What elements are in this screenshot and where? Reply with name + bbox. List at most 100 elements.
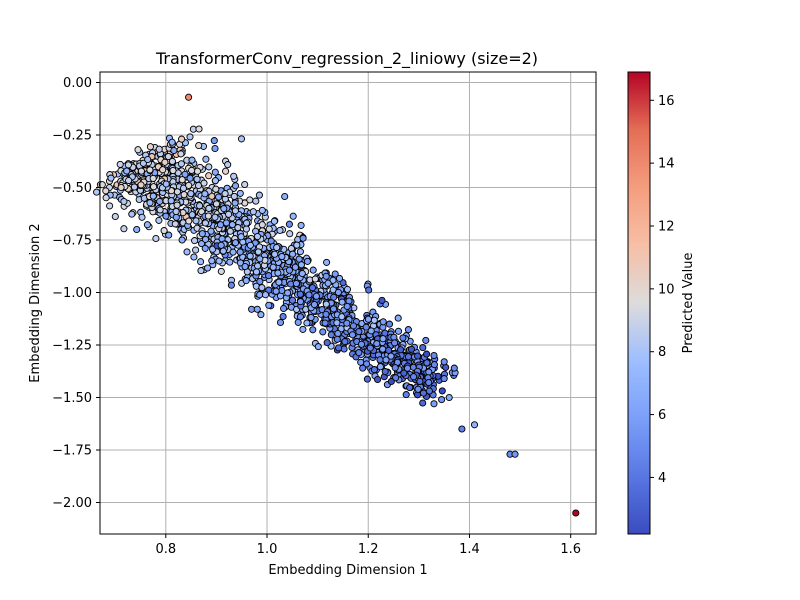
- colorbar-tick-label: 8: [658, 345, 666, 360]
- scatter-point: [188, 211, 196, 219]
- scatter-point: [107, 174, 115, 182]
- scatter-point: [168, 157, 176, 165]
- scatter-point: [310, 300, 318, 309]
- scatter-point: [299, 325, 307, 333]
- scatter-point: [167, 197, 175, 205]
- scatter-point: [215, 257, 223, 265]
- scatter-point: [258, 284, 266, 292]
- scatter-point: [425, 368, 433, 376]
- scatter-point: [193, 175, 201, 183]
- scatter-point: [407, 345, 415, 353]
- scatter-point: [394, 327, 403, 335]
- scatter-point: [204, 212, 212, 220]
- scatter-point: [123, 167, 131, 175]
- scatter-point: [254, 262, 262, 270]
- scatter-point: [272, 287, 280, 295]
- scatter-point: [276, 318, 285, 327]
- scatter-point: [308, 284, 317, 292]
- scatter-point: [379, 335, 387, 343]
- scatter-point: [399, 334, 407, 342]
- colorbar-tick-label: 16: [658, 94, 675, 109]
- x-axis-label: Embedding Dimension 1: [268, 563, 427, 578]
- scatter-point: [106, 202, 114, 210]
- scatter-point: [111, 212, 119, 221]
- chart-title: TransformerConv_regression_2_liniowy (si…: [155, 49, 538, 69]
- scatter-point: [188, 156, 196, 164]
- scatter-point: [155, 145, 163, 153]
- y-tick-label: −0.50: [52, 181, 92, 196]
- scatter-point: [334, 329, 342, 338]
- colorbar-tick-label: 6: [658, 408, 666, 423]
- scatter-point: [128, 210, 136, 218]
- scatter-point: [363, 375, 371, 383]
- scatter-point: [222, 219, 230, 227]
- scatter-point: [376, 363, 384, 371]
- x-tick-label: 0.8: [155, 542, 176, 557]
- scatter-point: [229, 248, 237, 256]
- scatter-point: [230, 192, 238, 200]
- scatter-point: [117, 183, 125, 192]
- scatter-point: [215, 193, 223, 201]
- scatter-point: [133, 225, 141, 234]
- scatter-point: [120, 225, 128, 233]
- scatter-point: [397, 346, 405, 354]
- scatter-point: [165, 231, 173, 239]
- scatter-point: [278, 252, 286, 261]
- scatter-point: [190, 253, 198, 261]
- scatter-point: [257, 311, 265, 319]
- scatter-point: [296, 298, 305, 306]
- scatter-point: [173, 188, 181, 196]
- scatter-point: [246, 241, 254, 249]
- scatter-point: [416, 377, 424, 385]
- scatter-point: [156, 197, 164, 205]
- scatter-point: [211, 144, 219, 153]
- scatter-point: [322, 300, 330, 308]
- y-tick-label: −2.00: [52, 496, 92, 511]
- scatter-point: [205, 163, 213, 171]
- scatter-point: [322, 310, 330, 318]
- scatter-point: [195, 125, 203, 133]
- scatter-point: [430, 400, 438, 408]
- scatter-point: [161, 158, 169, 166]
- scatter-point: [197, 267, 205, 275]
- scatter-point: [205, 204, 213, 212]
- scatter-point: [314, 343, 322, 351]
- scatter-point: [288, 296, 297, 304]
- scatter-point: [333, 319, 341, 327]
- scatter-point: [192, 246, 200, 254]
- scatter-point: [349, 322, 358, 330]
- scatter-point: [137, 167, 145, 175]
- scatter-point: [391, 364, 399, 372]
- scatter-point: [212, 185, 220, 193]
- scatter-point: [217, 267, 225, 275]
- scatter-point: [296, 248, 304, 256]
- scatter-point: [172, 207, 180, 216]
- x-axis-ticks: 0.8 1.0 1.2 1.4 1.6: [155, 534, 581, 557]
- scatter-point: [253, 305, 261, 313]
- y-tick-label: 0.00: [63, 76, 92, 91]
- scatter-point: [242, 225, 250, 233]
- scatter-point: [146, 199, 154, 207]
- scatter-point: [181, 170, 189, 178]
- scatter-point: [178, 236, 186, 244]
- scatter-point: [183, 248, 191, 256]
- scatter-point: [256, 291, 264, 299]
- scatter-point: [185, 217, 193, 225]
- scatter-point: [297, 261, 305, 269]
- scatter-point: [430, 361, 438, 369]
- scatter-point: [324, 279, 332, 287]
- scatter-point: [162, 180, 170, 188]
- scatter-point: [226, 258, 234, 266]
- scatter-point: [236, 248, 244, 256]
- scatter-point: [355, 349, 363, 357]
- scatter-point: [252, 197, 260, 205]
- scatter-point: [201, 219, 209, 227]
- scatter-point: [249, 208, 257, 216]
- y-tick-label: −1.25: [52, 339, 92, 354]
- scatter-point: [137, 181, 145, 189]
- scatter-point: [224, 161, 232, 169]
- scatter-point: [201, 190, 209, 198]
- scatter-point: [241, 262, 249, 271]
- scatter-point: [287, 280, 295, 288]
- scatter-point: [237, 233, 245, 241]
